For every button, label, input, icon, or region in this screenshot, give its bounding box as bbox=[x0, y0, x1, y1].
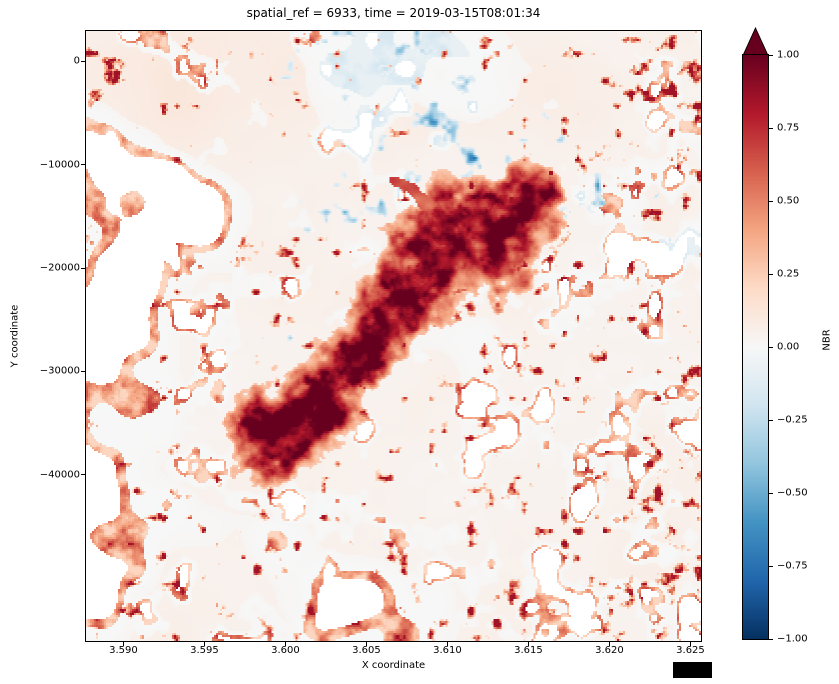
x-tick-label: 3.605 bbox=[352, 645, 381, 656]
colorbar-tick-label: 0.75 bbox=[777, 122, 800, 134]
x-tick bbox=[446, 642, 448, 646]
colorbar-tick bbox=[769, 492, 773, 494]
x-tick-label: 3.590 bbox=[109, 645, 138, 656]
colorbar-tick-label: −1.00 bbox=[777, 633, 808, 645]
colorbar-tick bbox=[769, 419, 773, 421]
colorbar-tick-label: 0.50 bbox=[777, 195, 800, 207]
y-tick bbox=[81, 370, 85, 372]
plot-area bbox=[85, 30, 702, 642]
colorbar-tick bbox=[769, 638, 773, 640]
x-tick bbox=[527, 642, 529, 646]
colorbar-tick-label: 0.25 bbox=[777, 268, 800, 280]
x-axis-label: X coordinate bbox=[361, 660, 426, 671]
x-tick bbox=[608, 642, 610, 646]
x-tick-label: 3.620 bbox=[595, 645, 624, 656]
x-axis-offset-box bbox=[673, 662, 712, 678]
x-tick bbox=[365, 642, 367, 646]
x-tick-label: 3.600 bbox=[271, 645, 300, 656]
colorbar-tick-label: −0.50 bbox=[777, 487, 808, 499]
colorbar-tick-label: 1.00 bbox=[777, 49, 800, 61]
x-tick-label: 3.625 bbox=[676, 645, 705, 656]
colorbar-tick bbox=[769, 54, 773, 56]
y-tick-label: −20000 bbox=[39, 262, 80, 274]
x-tick-label: 3.595 bbox=[190, 645, 219, 656]
colorbar bbox=[742, 54, 769, 640]
colorbar-tick bbox=[769, 565, 773, 567]
colorbar-tick bbox=[769, 346, 773, 348]
extend-max-triangle bbox=[742, 26, 769, 56]
colorbar-label: NBR bbox=[821, 329, 833, 351]
y-tick-label: −10000 bbox=[39, 159, 80, 170]
x-tick bbox=[284, 642, 286, 646]
colorbar-tick bbox=[769, 200, 773, 202]
colorbar-tick bbox=[769, 273, 773, 275]
nbr-raster-image bbox=[86, 31, 701, 641]
y-axis-label: Y coordinate bbox=[9, 304, 21, 368]
x-tick-label: 3.610 bbox=[433, 645, 462, 656]
x-tick bbox=[203, 642, 205, 646]
y-tick bbox=[81, 164, 85, 165]
colorbar-tick-label: −0.25 bbox=[777, 414, 808, 426]
plot-title: spatial_ref = 6933, time = 2019-03-15T08… bbox=[246, 6, 541, 20]
x-tick bbox=[689, 642, 691, 646]
y-tick bbox=[81, 60, 85, 62]
x-tick-label: 3.615 bbox=[514, 645, 543, 656]
y-tick-label: −30000 bbox=[39, 365, 80, 377]
colorbar-tick-label: 0.00 bbox=[777, 341, 800, 353]
y-tick-label: −40000 bbox=[39, 469, 80, 481]
colorbar-extend-arrow bbox=[742, 26, 769, 56]
colorbar-tick-label: −0.75 bbox=[777, 560, 808, 572]
colorbar-tick bbox=[769, 127, 773, 129]
x-tick bbox=[122, 642, 124, 646]
y-tick bbox=[81, 267, 85, 269]
y-tick bbox=[81, 474, 85, 476]
y-tick-label: 0 bbox=[73, 55, 80, 67]
